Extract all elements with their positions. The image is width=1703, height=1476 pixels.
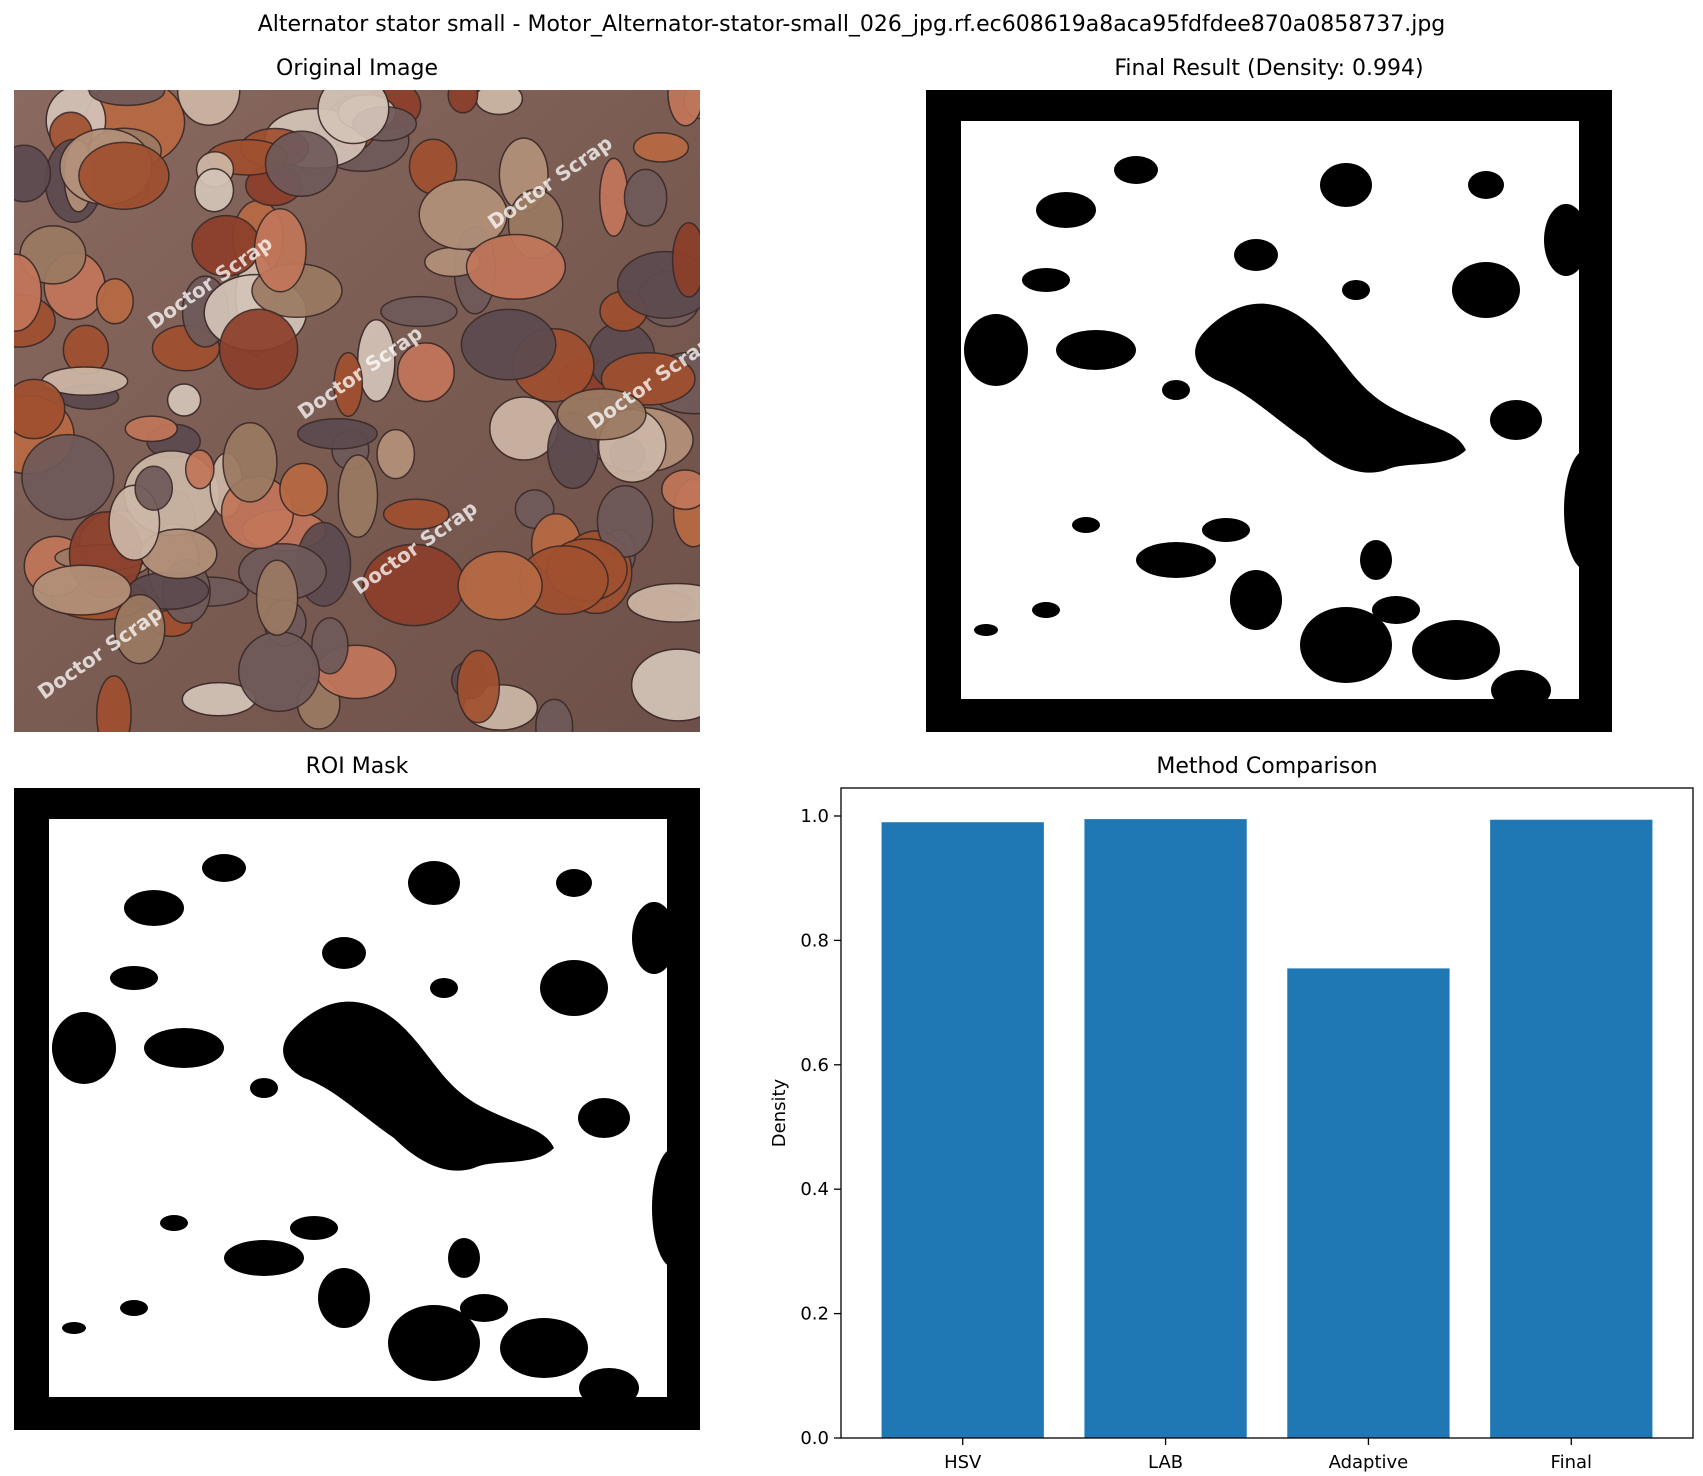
scrap-part: [14, 378, 66, 440]
scrap-pile: [14, 90, 700, 732]
scrap-part: [95, 278, 134, 325]
final-result-title: Final Result (Density: 0.994): [1114, 56, 1424, 81]
scrap-part: [632, 132, 690, 163]
y-tick-label: 1.0: [800, 806, 829, 827]
scrap-part: [279, 462, 329, 517]
scrap-part: [376, 428, 416, 480]
scrap-part: [134, 465, 174, 511]
scrap-part: [113, 593, 166, 665]
scrap-part: [218, 308, 299, 390]
scrap-part: [465, 233, 567, 301]
scrap-part: [630, 648, 700, 722]
roi-mask: [14, 788, 700, 1430]
y-axis-label: Density: [769, 1078, 790, 1147]
y-tick-label: 0.2: [800, 1304, 829, 1325]
scrap-part: [396, 342, 455, 403]
scrap-part: [626, 582, 700, 623]
scrap-part: [317, 90, 390, 145]
scrap-part: [14, 253, 43, 332]
x-tick-label-lab: LAB: [1148, 1452, 1183, 1473]
scrap-part: [255, 559, 299, 636]
x-tick-label-adaptive: Adaptive: [1329, 1452, 1409, 1473]
scrap-part: [222, 421, 278, 503]
roi-mask-title: ROI Mask: [305, 754, 409, 779]
scrap-part: [194, 167, 235, 213]
scrap-part: [460, 308, 557, 381]
scrap-part: [456, 649, 501, 724]
scrap-part: [124, 415, 179, 443]
scrap-part: [78, 141, 170, 210]
method-comparison-title: Method Comparison: [1156, 754, 1378, 779]
y-tick-label: 0.8: [800, 930, 829, 951]
scrap-part: [14, 144, 52, 203]
scrap-part: [667, 90, 700, 127]
scrap-part: [296, 417, 378, 450]
figure-suptitle: Alternator stator small - Motor_Alternat…: [257, 12, 1446, 37]
y-tick-label: 0.0: [800, 1428, 829, 1449]
scrap-photo: Doctor Scrap Doctor Scrap Doctor Scrap D…: [14, 90, 700, 732]
scrap-part: [333, 351, 364, 417]
original-image-title: Original Image: [276, 56, 438, 81]
scrap-part: [253, 208, 307, 293]
scrap-part: [264, 130, 339, 198]
scrap-part: [475, 90, 524, 116]
scrap-part: [535, 698, 574, 732]
scrap-part: [32, 564, 132, 616]
scrap-part: [447, 90, 479, 114]
scrap-part: [95, 675, 132, 732]
scrap-part: [418, 179, 508, 251]
x-tick-label-hsv: HSV: [944, 1452, 982, 1473]
bar-final: [1490, 819, 1653, 1438]
y-tick-label: 0.4: [800, 1179, 829, 1200]
scrap-part: [184, 449, 215, 490]
scrap-part: [671, 222, 700, 298]
scrap-part: [457, 550, 543, 621]
roi-mask-holes: [52, 854, 696, 1408]
scrap-part: [596, 484, 654, 558]
scrap-part: [661, 469, 700, 511]
final-result-mask: [926, 90, 1612, 732]
y-tick-label: 0.6: [800, 1055, 829, 1076]
scrap-part: [88, 90, 166, 107]
scrap-part: [166, 383, 202, 417]
scrap-part: [598, 157, 629, 237]
final-mask-holes: [964, 156, 1608, 710]
scrap-part: [237, 631, 321, 713]
scrap-part: [311, 617, 349, 675]
scrap-part: [380, 295, 458, 328]
method-comparison-chart: 0.0 0.2 0.4 0.6 0.8 1.0 HSV LAB Adaptive Final D…: [769, 787, 1694, 1473]
scrap-part: [176, 90, 241, 126]
x-tick-label-final: Final: [1551, 1452, 1592, 1473]
bar-adaptive: [1287, 968, 1450, 1438]
bar-hsv: [881, 822, 1044, 1438]
scrap-part: [623, 168, 668, 227]
scrap-part: [21, 433, 115, 521]
scrap-part: [382, 498, 450, 531]
plot-frame: [840, 787, 1694, 1439]
original-image: Doctor Scrap Doctor Scrap Doctor Scrap D…: [14, 90, 700, 732]
scrap-part: [337, 454, 379, 538]
scrap-part: [556, 388, 647, 441]
bar-lab: [1084, 819, 1247, 1438]
